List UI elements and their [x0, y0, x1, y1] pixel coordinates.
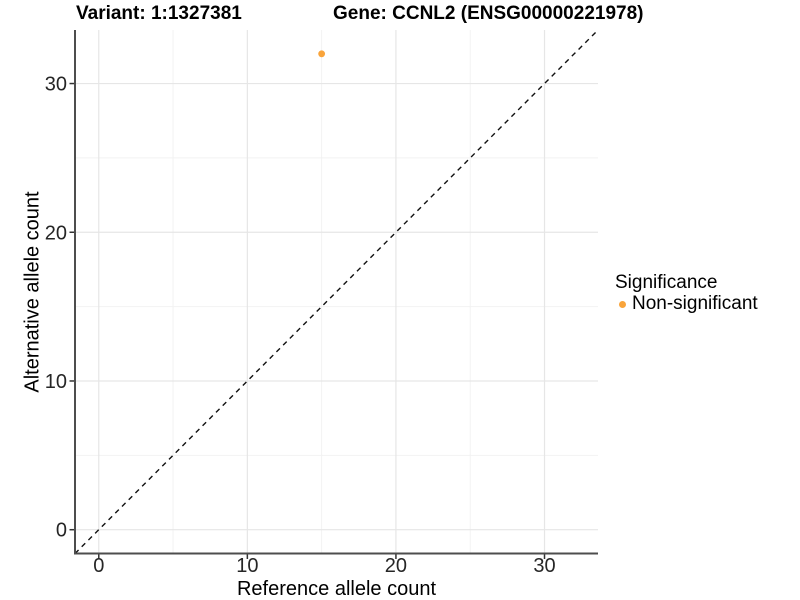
y-tick-label: 10: [45, 371, 67, 393]
x-tick-label: 20: [385, 555, 407, 577]
x-tick-label: 0: [93, 555, 104, 577]
y-tick-label: 0: [56, 520, 67, 542]
tick-labels: 0 10 20 30 0 10 20 30: [45, 74, 556, 577]
minor-gridlines: [75, 30, 598, 554]
tick-marks: [69, 82, 546, 559]
x-axis-title: Reference allele count: [236, 578, 436, 600]
x-tick-label: 10: [236, 555, 258, 577]
y-tick-label: 20: [45, 222, 67, 244]
legend-item-non-significant: Non-significant: [615, 293, 758, 315]
identity-line: [74, 29, 599, 554]
legend: Significance Non-significant: [615, 272, 758, 315]
scatter-point: [318, 50, 326, 58]
major-gridlines: [75, 30, 598, 554]
y-axis-title: Alternative allele count: [21, 191, 44, 393]
legend-point-icon: [619, 300, 626, 308]
data-points: [318, 50, 326, 58]
x-tick-label: 30: [533, 555, 555, 577]
y-tick-label: 30: [45, 74, 67, 96]
variant-title: Variant: 1:1327381: [76, 3, 242, 24]
legend-item-label: Non-significant: [632, 293, 758, 314]
axis-lines: [74, 30, 598, 555]
legend-title: Significance: [615, 272, 718, 293]
gene-title: Gene: CCNL2 (ENSG00000221978): [333, 3, 644, 24]
